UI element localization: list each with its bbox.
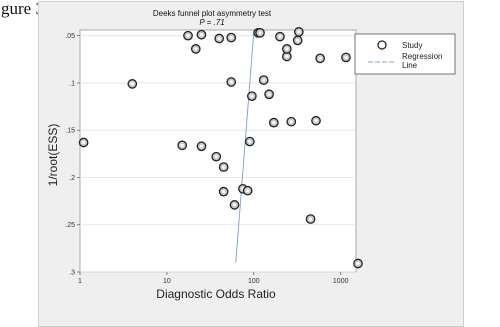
study-point [177,140,188,151]
study-marker-core [199,144,204,148]
study-marker-core [232,203,237,207]
study-point [211,151,222,162]
study-marker-core [285,47,289,51]
study-marker-core [285,54,289,59]
study-marker-core [214,155,218,159]
y-axis-ticks: .05 .1 .15 .2 .25 .3 [65,33,80,277]
study-point [258,75,269,85]
study-point [196,29,207,40]
y-tick-label: .15 [65,128,75,135]
study-point [305,214,316,224]
study-point [226,32,237,43]
y-axis-title: 1/root(ESS) [46,124,60,187]
study-marker-core [308,217,313,221]
study-point [196,141,207,152]
regression-line [235,31,255,263]
study-marker-core [356,261,360,266]
study-point [247,91,257,102]
x-tick-label: 10 [163,278,171,285]
study-marker-core [248,139,252,144]
x-tick-label: 100 [248,278,260,285]
study-point [264,89,274,100]
study-marker-core [229,35,233,40]
y-tick-label: .2 [69,175,75,182]
study-point [242,185,253,196]
study-point [214,33,225,44]
x-axis-ticks: 1 10 100 1000 [78,272,349,285]
y-tick-label: .25 [65,222,75,229]
chart-title: Deeks funnel plot asymmetry test [153,9,272,18]
study-point [255,27,265,38]
study-marker-core [250,94,254,98]
study-marker-core [344,55,348,60]
study-marker-core [222,190,226,194]
y-tick-label: .1 [69,80,75,87]
study-marker-core [81,140,86,145]
y-tick-label: .05 [65,33,75,40]
study-point [292,35,303,46]
study-markers [78,27,363,269]
study-marker-core [186,34,190,38]
study-point [268,117,279,128]
study-point [311,115,321,126]
study-point [183,30,193,41]
study-marker-core [267,92,271,96]
study-marker-core [289,120,293,124]
legend-box [354,33,456,75]
study-marker-core [222,165,226,169]
study-point [286,116,297,127]
study-point [353,258,363,269]
study-marker-core [296,38,300,42]
study-marker-core [318,56,322,60]
study-point [281,51,292,62]
legend-regression-label: Regression Line [402,52,442,70]
study-marker-core [258,31,262,35]
study-marker-core [130,82,134,86]
study-marker-core [217,36,221,41]
study-point [315,53,325,64]
study-marker-core [314,119,318,123]
study-marker-core [199,33,204,37]
legend: Study Regression Line [354,33,456,75]
study-point [127,79,138,89]
chart-subtitle: P = .71 [199,18,224,27]
x-tick-label: 1 [78,278,82,285]
legend-study-marker [377,40,387,50]
gridlines [80,35,356,273]
study-point [244,136,255,147]
study-point [294,27,304,37]
study-point [190,44,201,54]
x-axis-title: Diagnostic Odds Ratio [156,287,276,301]
study-marker-core [297,30,301,34]
study-marker-core [229,80,233,84]
plot-area [79,29,357,273]
study-point [78,137,89,148]
study-point [281,44,292,54]
study-point [218,186,229,197]
study-point [229,200,240,210]
study-marker-core [194,47,198,51]
y-tick-label: .3 [69,270,75,277]
study-marker-core [272,121,276,125]
study-point [226,77,237,87]
legend-study-label: Study [402,41,422,50]
study-point [341,52,351,63]
study-point [275,31,285,42]
study-marker-core [180,143,184,147]
study-marker-core [246,189,250,193]
x-tick-label: 1000 [333,278,349,285]
study-marker-core [278,35,282,39]
study-point [218,162,229,172]
study-marker-core [262,78,266,82]
